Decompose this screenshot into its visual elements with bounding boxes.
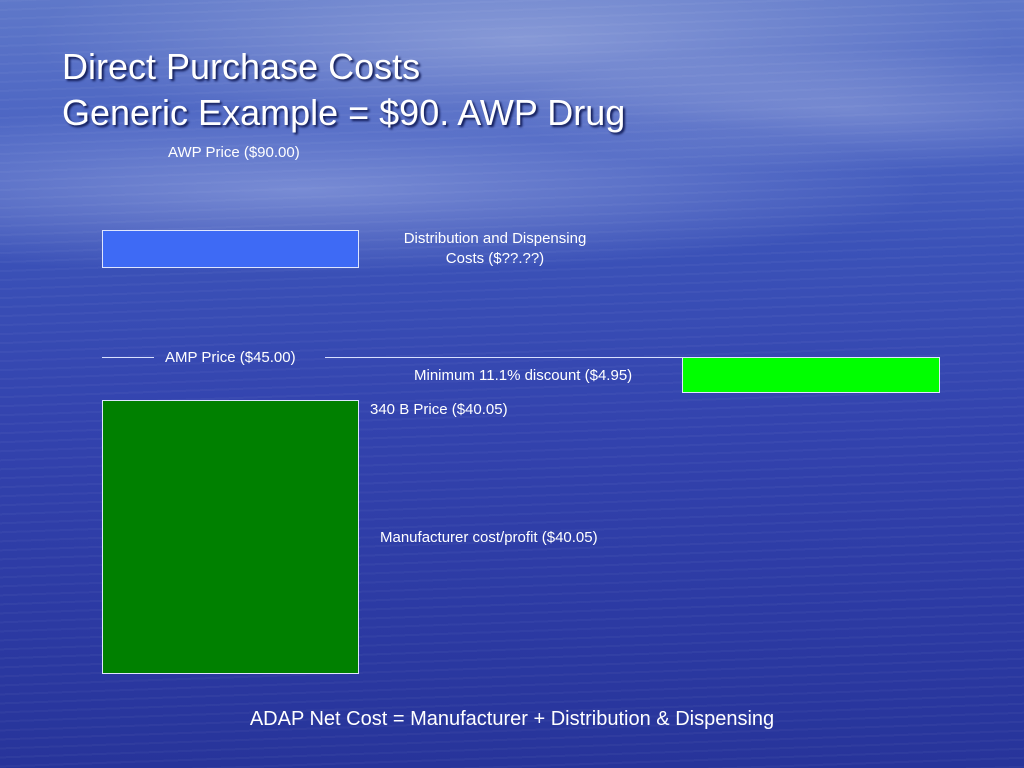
amp-price-label: AMP Price ($45.00) bbox=[165, 349, 296, 366]
footer-equation: ADAP Net Cost = Manufacturer + Distribut… bbox=[249, 708, 775, 730]
distribution-dispensing-box bbox=[102, 230, 359, 268]
distribution-label-line-1: Distribution and Dispensing bbox=[403, 230, 587, 247]
price-340b-label: 340 B Price ($40.05) bbox=[370, 401, 508, 418]
minimum-discount-label: Minimum 11.1% discount ($4.95) bbox=[414, 367, 633, 384]
title-line-2: Generic Example = $90. AWP Drug bbox=[62, 92, 626, 133]
amp-line-right bbox=[325, 357, 683, 358]
distribution-dispensing-label: Distribution and Dispensing Costs ($??.?… bbox=[380, 229, 610, 269]
manufacturer-cost-label: Manufacturer cost/profit ($40.05) bbox=[380, 529, 598, 546]
minimum-discount-box bbox=[682, 357, 940, 393]
slide-title: Direct Purchase Costs Generic Example = … bbox=[62, 44, 625, 136]
distribution-label-line-2: Costs ($??.??) bbox=[445, 250, 545, 267]
manufacturer-cost-box bbox=[102, 400, 359, 674]
amp-line-left bbox=[102, 357, 154, 358]
awp-price-label: AWP Price ($90.00) bbox=[168, 144, 300, 161]
title-line-1: Direct Purchase Costs bbox=[62, 46, 421, 87]
